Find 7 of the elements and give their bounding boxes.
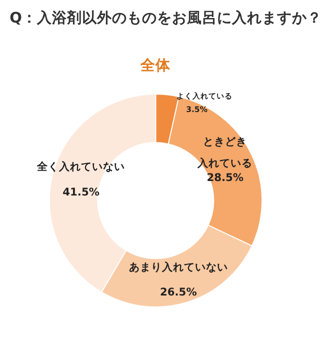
data-label: 26.5% bbox=[160, 286, 198, 299]
chart-subtitle: 全体 bbox=[140, 57, 172, 74]
slice-label: 全く入れていない bbox=[36, 160, 126, 174]
chart-title: Q：入浴剤以外のものをお風呂に入れますか？ bbox=[10, 8, 322, 27]
data-label: 41.5% bbox=[62, 185, 100, 198]
data-label: 3.5% bbox=[186, 105, 208, 114]
slice-label: あまり入れていない bbox=[128, 260, 228, 274]
